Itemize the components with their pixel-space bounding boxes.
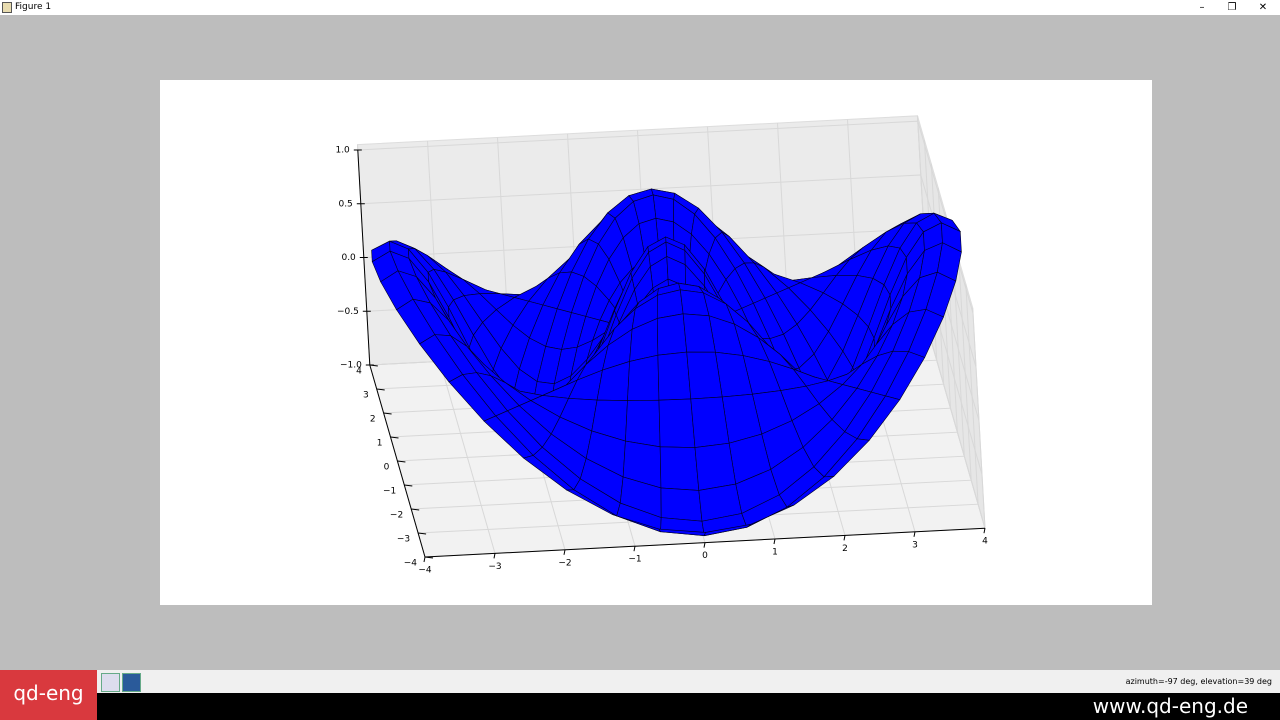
save-button[interactable] [122,673,141,692]
z-tick-label: 0.0 [341,253,356,263]
surface-patch [694,442,737,491]
x-tick [773,538,776,545]
y-tick [369,364,378,367]
x-tick-label: 2 [842,544,848,554]
y-tick-label: 4 [356,367,362,377]
x-tick-label: −1 [628,555,641,565]
y-tick [424,556,434,559]
surface-patch [656,313,688,356]
z-tick-label: −1.0 [340,361,362,371]
app-icon [2,2,12,13]
surface-patch [659,446,700,491]
y-tick-label: −4 [404,559,418,569]
surface-patch [652,194,674,223]
x-tick-label: 4 [982,537,988,547]
grid-line [360,174,977,368]
brand-label: qd-eng [0,670,97,720]
url-label: www.qd-eng.de [1092,694,1248,718]
close-button[interactable]: ✕ [1258,2,1268,13]
y-tick [390,436,399,439]
surface-patch [625,399,661,448]
x-tick-label: −4 [418,566,432,576]
y-tick-label: −2 [390,511,403,521]
x-tick-label: 3 [912,540,918,550]
y-tick-label: −1 [383,487,396,497]
footer-bar [97,693,1280,720]
surface-patch [690,396,730,448]
x-tick [983,528,986,534]
y-tick [411,508,420,511]
z-tick-label: −0.5 [337,307,359,317]
x-tick-label: 1 [772,548,778,558]
y-tick [404,484,413,487]
surface-patch [657,351,692,401]
window-title: Figure 1 [15,2,52,12]
surface-patch [627,354,660,401]
status-text: azimuth=-97 deg, elevation=39 deg [1125,677,1272,686]
y-tick-label: 2 [370,415,376,425]
x-tick [423,556,426,563]
surface-patch [656,289,684,319]
z-tick-label: 1.0 [335,146,350,156]
x-tick [703,542,706,548]
y-tick [383,412,392,415]
x-tick-label: −3 [488,562,501,572]
y-tick-label: 1 [377,439,383,449]
y-tick [376,388,385,391]
x-tick [563,549,566,555]
x-tick-label: −2 [558,558,571,568]
y-tick [397,460,406,463]
x-tick [913,531,916,537]
title-bar: Figure 1 – ❐ ✕ [0,0,1280,15]
z-tick-label: 0.5 [338,199,352,209]
x-tick [493,553,496,559]
y-tick-label: 0 [384,463,390,473]
y-tick-label: −3 [397,535,410,545]
minimize-button[interactable]: – [1199,2,1205,13]
x-tick-label: 0 [702,551,708,561]
configure-button[interactable] [101,673,120,692]
toolbar [0,670,1280,693]
y-tick-label: 3 [363,391,369,401]
y-tick [418,532,427,535]
restore-button[interactable]: ❐ [1227,2,1237,13]
x-tick [633,546,636,552]
x-tick [843,535,846,541]
surface-patch [660,487,703,522]
surface-patch [658,398,696,448]
surface-patch [703,524,752,537]
